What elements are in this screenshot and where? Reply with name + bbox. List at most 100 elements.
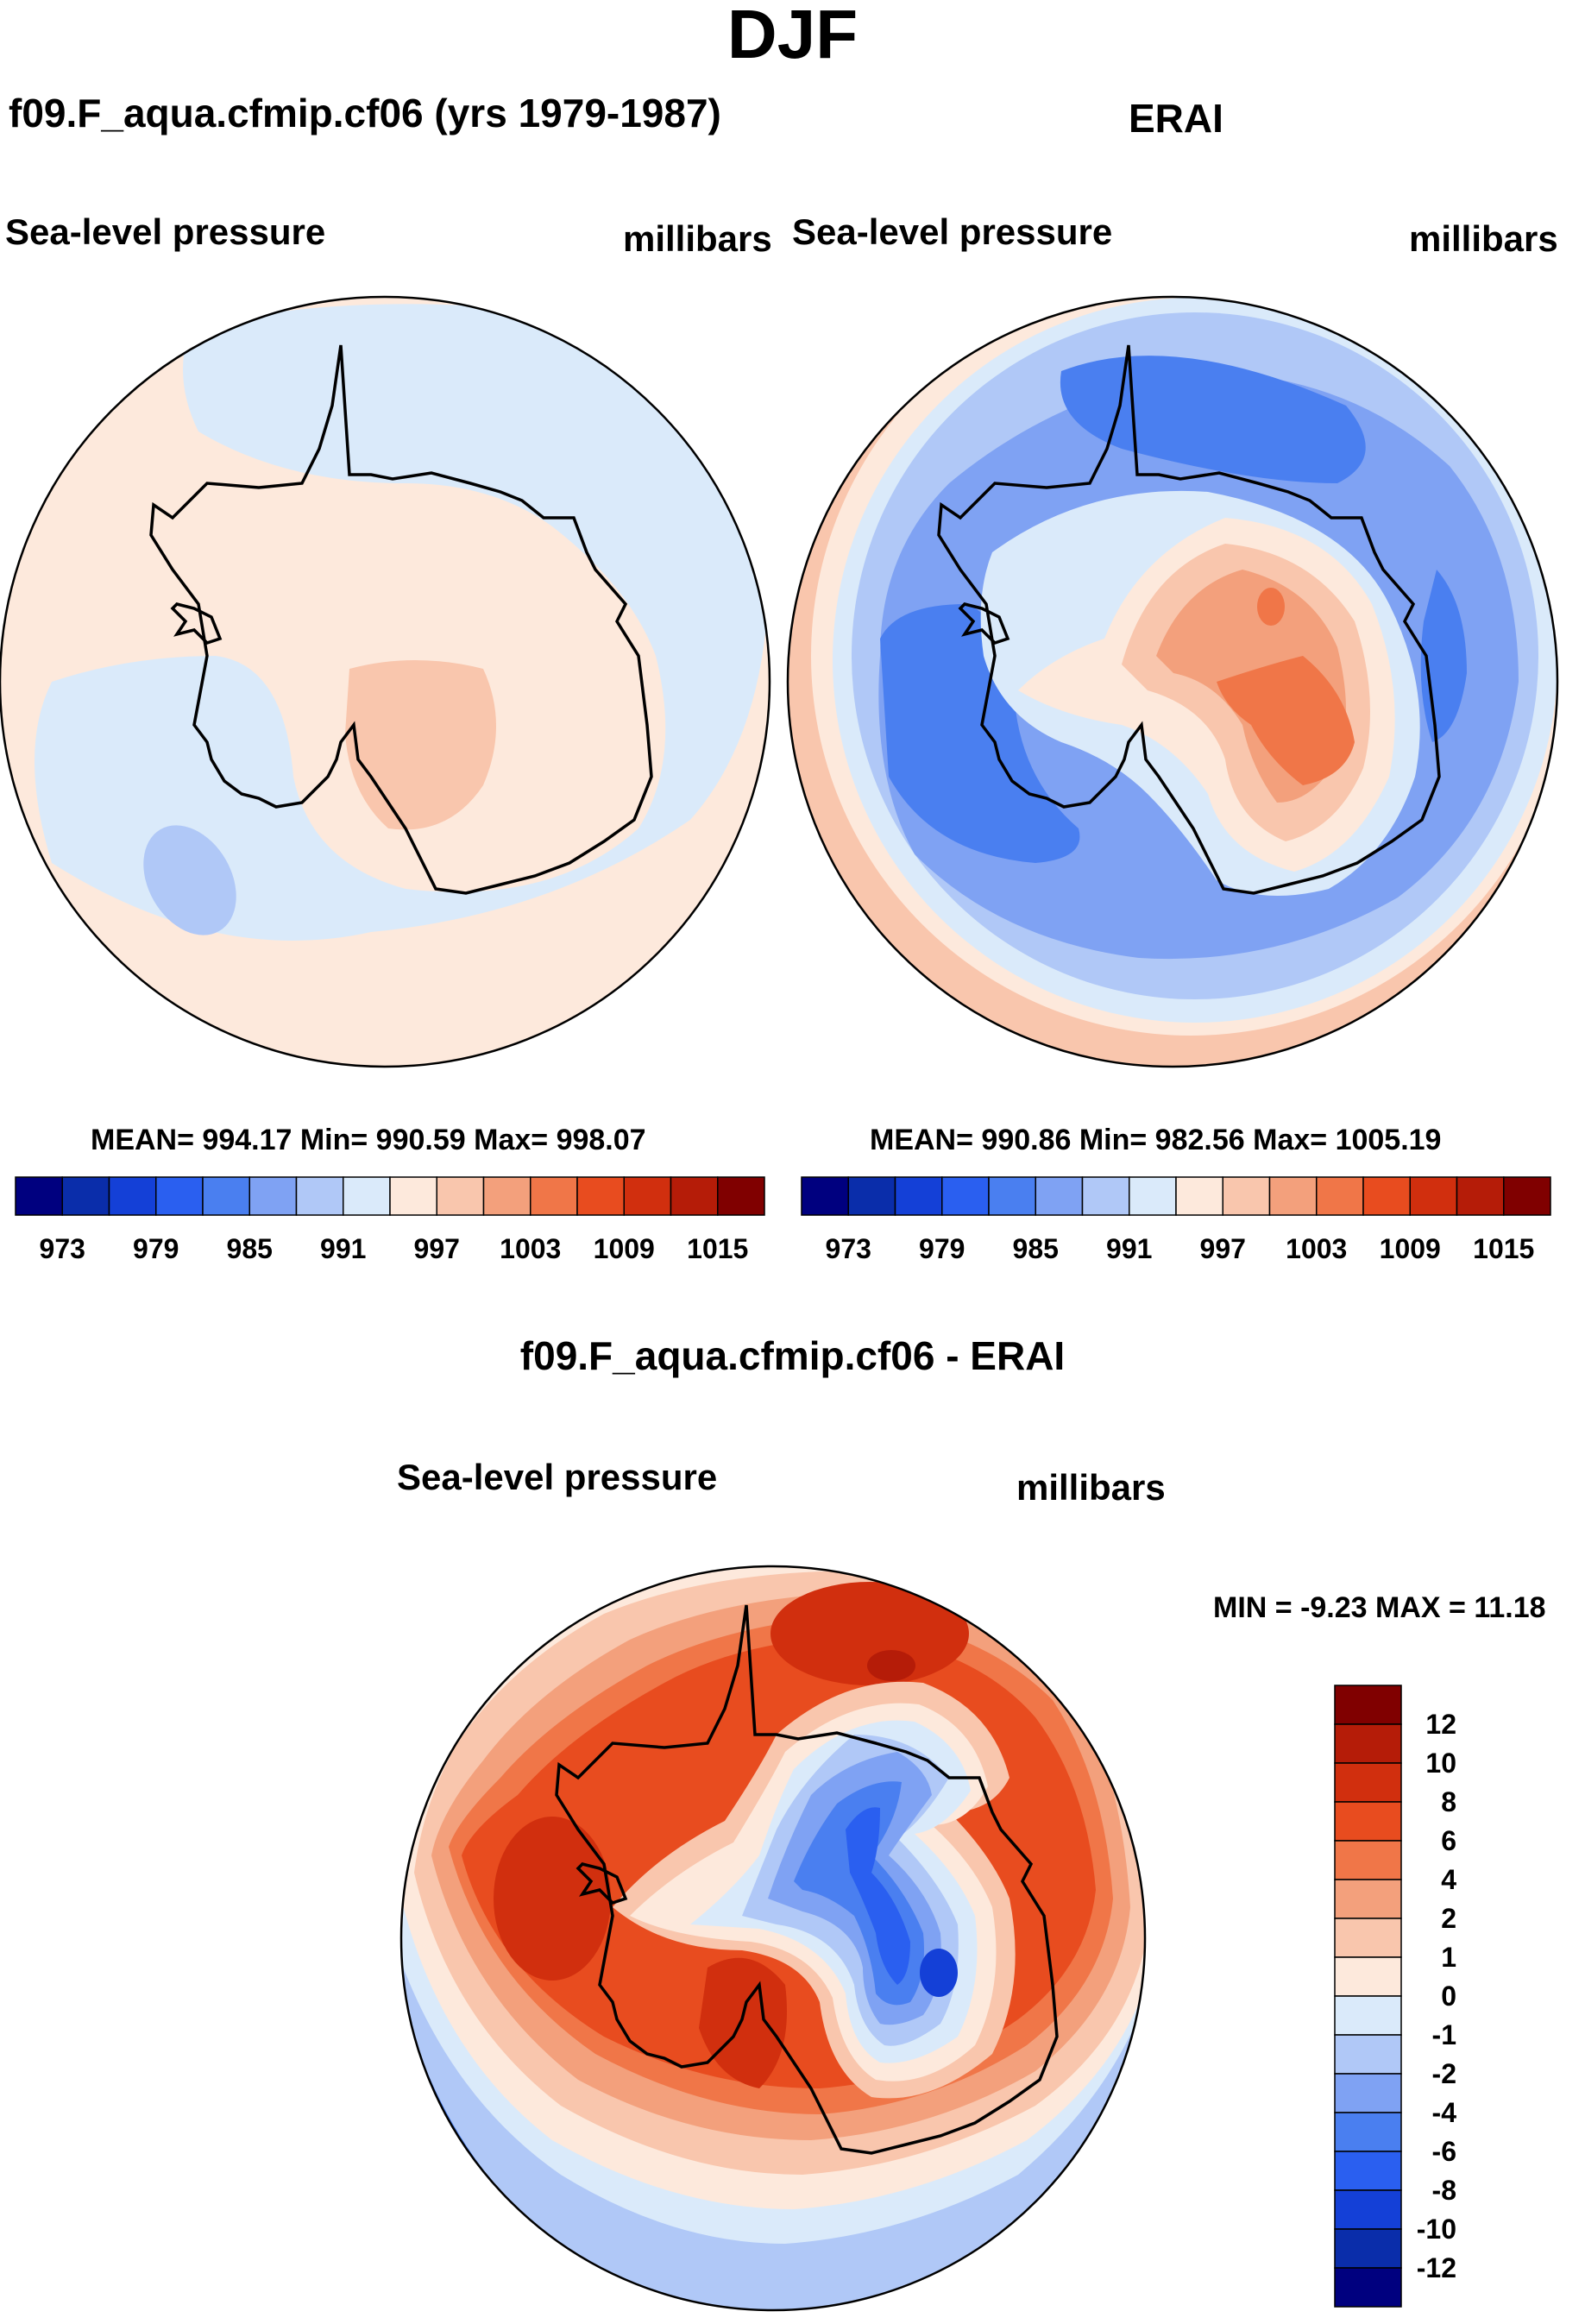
right-stats: MEAN= 990.86 Min= 982.56 Max= 1005.19 [870, 1124, 1442, 1156]
left-colorbar-tick-label: 1009 [594, 1233, 655, 1264]
left-colorbar-swatch [482, 1176, 531, 1216]
diff-colorbar-swatch [1334, 2228, 1402, 2269]
diff-colorbar-swatch [1334, 2267, 1402, 2308]
right-map-boundary [786, 295, 1559, 1068]
diff-colorbar-swatch [1334, 1995, 1402, 2036]
right-colorbar-tick-label: 979 [919, 1233, 965, 1264]
right-colorbar-swatch [1035, 1176, 1084, 1216]
diff-map-fill-minus-8 [846, 1807, 910, 1985]
diff-colorbar-tick-label: 6 [1441, 1825, 1456, 1856]
left-colorbar-swatch [202, 1176, 250, 1216]
right-map-fill-1006 [1217, 656, 1355, 785]
diff-map-fill-8-west [494, 1817, 611, 1981]
right-colorbar-swatch [941, 1176, 990, 1216]
left-colorbar-tick-label: 979 [133, 1233, 179, 1264]
left-colorbar-tick-label: 973 [40, 1233, 85, 1264]
right-map-fill-983-a [880, 604, 1080, 863]
right-colorbar-swatch [1222, 1176, 1271, 1216]
diff-colorbar-tick-label: 2 [1441, 1903, 1456, 1934]
right-colorbar-swatch [1362, 1176, 1411, 1216]
diff-colorbar-tick-label: -2 [1432, 2058, 1456, 2089]
diff-units-label: millibars [1016, 1467, 1166, 1508]
left-colorbar-swatch [436, 1176, 485, 1216]
right-colorbar-tick-label: 973 [826, 1233, 871, 1264]
diff-map-fill-10-north [867, 1650, 915, 1681]
right-colorbar-swatch [1409, 1176, 1458, 1216]
diff-colorbar-swatch [1334, 2073, 1402, 2113]
right-colorbar-swatch [988, 1176, 1036, 1216]
left-colorbar-tick-label: 985 [227, 1233, 273, 1264]
left-colorbar-swatch [576, 1176, 625, 1216]
right-colorbar-swatch [1456, 1176, 1505, 1216]
left-map-fill-988 [143, 825, 236, 935]
right-map-coastline [937, 344, 1441, 895]
right-variable-label: Sea-level pressure [792, 211, 1113, 252]
left-colorbar-swatch [15, 1176, 63, 1216]
diff-stats: MIN = -9.23 MAX = 11.18 [1213, 1591, 1546, 1624]
right-colorbar-swatch [894, 1176, 943, 1216]
right-colorbar-tick-label: 1015 [1473, 1233, 1534, 1264]
left-colorbar-tick-label: 1015 [687, 1233, 748, 1264]
diff-colorbar-swatch [1334, 2112, 1402, 2152]
left-map-fill-1000 [345, 660, 496, 830]
diff-colorbar-swatch [1334, 1801, 1402, 1842]
right-map-fill-1006-peak [1257, 588, 1285, 626]
left-colorbar: 973 979 985 991 997 1003 1009 1015 [15, 1176, 765, 1264]
right-colorbar-swatch [1129, 1176, 1177, 1216]
left-map-fill-991 [35, 304, 768, 941]
left-map-coastline [149, 344, 653, 895]
right-map [786, 295, 1559, 1068]
diff-colorbar-swatch [1334, 1956, 1402, 1997]
diff-colorbar-tick-label: -1 [1432, 2019, 1456, 2050]
diff-map-fill-minus-8-peak [920, 1949, 958, 1997]
diff-colorbar-swatch [1334, 2034, 1402, 2075]
left-colorbar-tick-label: 1003 [500, 1233, 561, 1264]
left-colorbar-swatch [717, 1176, 765, 1216]
left-colorbar-tick-label: 997 [414, 1233, 460, 1264]
left-colorbar-swatch [623, 1176, 672, 1216]
diff-colorbar-swatch [1334, 2151, 1402, 2191]
right-colorbar-swatch [801, 1176, 849, 1216]
left-map-boundary [0, 295, 771, 1068]
left-panel-title: f09.F_aqua.cfmip.cf06 (yrs 1979-1987) [9, 91, 721, 135]
diff-colorbar-tick-label: -10 [1417, 2214, 1456, 2245]
right-units-label: millibars [1409, 218, 1558, 259]
diff-colorbar-tick-label: 0 [1441, 1981, 1456, 2012]
left-colorbar-swatch [295, 1176, 344, 1216]
left-colorbar-tick-label: 991 [320, 1233, 366, 1264]
diff-colorbar-swatch [1334, 1685, 1402, 1725]
right-colorbar-tick-label: 991 [1106, 1233, 1152, 1264]
diff-map-fill-8-north [770, 1582, 969, 1685]
left-colorbar-swatch [670, 1176, 719, 1216]
left-colorbar-swatch [530, 1176, 578, 1216]
diff-colorbar-swatch [1334, 1918, 1402, 1958]
right-colorbar-swatch [1268, 1176, 1318, 1216]
diff-colorbar-tick-label: 12 [1425, 1709, 1456, 1740]
diff-colorbar-swatch [1334, 1879, 1402, 1919]
diff-variable-label: Sea-level pressure [397, 1457, 718, 1497]
diff-map [399, 1565, 1147, 2312]
left-colorbar-swatch [155, 1176, 204, 1216]
diff-map-coastline [555, 1604, 1059, 2155]
right-colorbar-swatch [1081, 1176, 1130, 1216]
right-colorbar: 973 979 985 991 997 1003 1009 1015 [801, 1176, 1551, 1264]
left-units-label: millibars [623, 218, 772, 259]
right-colorbar-swatch [1175, 1176, 1223, 1216]
left-colorbar-swatch [108, 1176, 157, 1216]
diff-colorbar-swatch [1334, 1762, 1402, 1803]
diff-colorbar-tick-label: -8 [1432, 2175, 1456, 2206]
left-colorbar-swatch [248, 1176, 298, 1216]
left-colorbar-swatch [389, 1176, 437, 1216]
diff-map-boundary [399, 1565, 1147, 2312]
right-colorbar-tick-label: 985 [1013, 1233, 1059, 1264]
diff-colorbar-tick-label: -4 [1432, 2097, 1457, 2128]
right-colorbar-tick-label: 1009 [1380, 1233, 1441, 1264]
diff-map-fill-8-south [699, 1957, 787, 2088]
right-colorbar-tick-label: 997 [1200, 1233, 1246, 1264]
left-colorbar-swatch [343, 1176, 391, 1216]
left-variable-label: Sea-level pressure [5, 211, 326, 252]
diff-colorbar-tick-label: 10 [1425, 1748, 1456, 1779]
right-colorbar-swatch [1316, 1176, 1364, 1216]
